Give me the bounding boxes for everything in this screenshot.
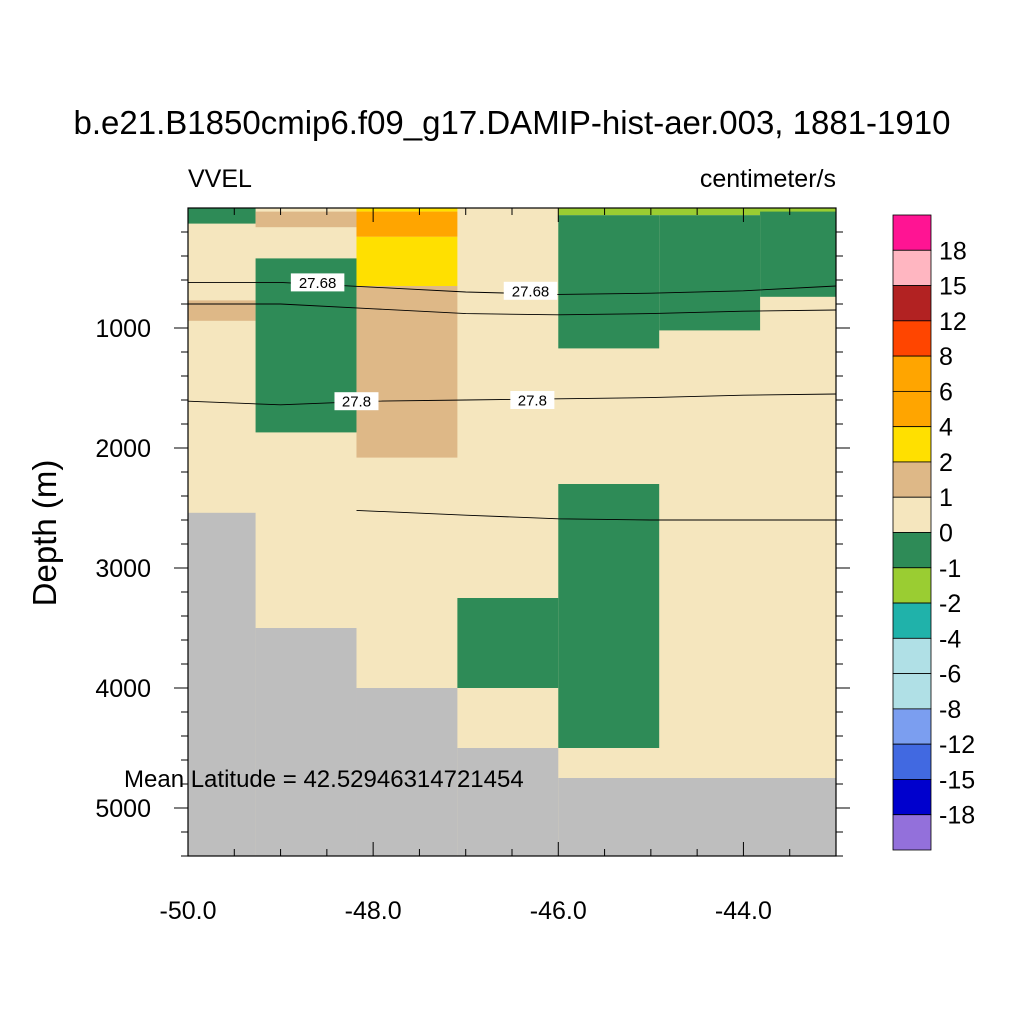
land-mask-block <box>188 512 256 856</box>
colorbar-label: 2 <box>939 449 953 477</box>
y-tick-label: 2000 <box>95 435 151 463</box>
contour-line <box>356 509 836 521</box>
colorbar-swatch <box>892 426 932 463</box>
velocity-block <box>356 211 458 237</box>
x-tick-label: -46.0 <box>530 897 587 925</box>
colorbar-swatch <box>892 461 932 498</box>
colorbar-label: 0 <box>939 520 953 548</box>
land-mask-block <box>558 778 836 856</box>
land-mask-block <box>457 748 559 856</box>
colorbar-swatch <box>892 355 932 392</box>
colorbar-swatch <box>892 496 932 533</box>
variable-label: VVEL <box>188 165 252 193</box>
velocity-block <box>356 208 458 212</box>
contour-line <box>188 303 837 316</box>
colorbar-label: -2 <box>939 590 961 618</box>
colorbar-swatch <box>892 214 932 251</box>
velocity-block <box>457 598 559 688</box>
mean-latitude-annotation: Mean Latitude = 42.52946314721454 <box>124 766 524 793</box>
contour-label-box <box>510 391 555 409</box>
y-tick-label: 5000 <box>95 795 151 823</box>
contour-label: 27.68 <box>299 275 337 292</box>
x-tick-labels: -50.0 -48.0 -46.0 -44.0 <box>160 897 772 925</box>
colorbar-swatch <box>892 532 932 569</box>
y-tick-label: 4000 <box>95 675 151 703</box>
density-contours: 27.68 27.68 27.8 27.8 <box>187 273 837 521</box>
contour-label-box <box>290 273 345 292</box>
plot-area <box>188 208 836 856</box>
contour-label: 27.68 <box>512 283 550 300</box>
colorbar-label: 6 <box>939 378 953 406</box>
y-tick-label: 1000 <box>95 315 151 343</box>
units-label: centimeter/s <box>700 165 836 193</box>
colorbar-label: -15 <box>939 766 975 794</box>
colorbar-swatch <box>892 814 932 851</box>
contour-label: 27.8 <box>342 394 371 411</box>
contour-label-box <box>503 281 558 300</box>
x-tick-label: -50.0 <box>160 897 217 925</box>
land-mask-block <box>356 688 458 856</box>
velocity-block <box>188 300 256 321</box>
colorbar-label: 12 <box>939 308 967 336</box>
velocity-block <box>188 208 256 224</box>
velocity-block <box>558 484 660 748</box>
colorbar-swatch <box>892 708 932 745</box>
colorbar-swatch <box>892 602 932 639</box>
land-mask-block <box>255 628 357 856</box>
velocity-block <box>255 211 357 228</box>
axis-ticks <box>174 208 850 857</box>
colorbar-swatch <box>892 320 932 357</box>
chart-title: b.e21.B1850cmip6.f09_g17.DAMIP-hist-aer.… <box>74 104 951 141</box>
x-tick-label: -44.0 <box>715 897 772 925</box>
colorbar-swatch <box>892 249 932 286</box>
colorbar-swatch <box>892 779 932 816</box>
colorbar-label: 1 <box>939 484 953 512</box>
colorbar-label: 18 <box>939 237 967 265</box>
velocity-block <box>356 236 458 286</box>
colorbar-label: -6 <box>939 661 961 689</box>
velocity-block <box>558 215 660 349</box>
velocity-block <box>760 211 836 297</box>
colorbar-swatch <box>892 743 932 780</box>
y-axis-label: Depth (m) <box>26 460 63 607</box>
colorbar-swatch <box>892 637 932 675</box>
colorbar-label: -18 <box>939 802 975 830</box>
colorbar-label: -12 <box>939 731 975 759</box>
y-tick-label: 3000 <box>95 555 151 583</box>
colorbar-label: 15 <box>939 273 967 301</box>
colorbar-label: -8 <box>939 696 961 724</box>
colorbar-swatch <box>892 390 932 428</box>
colorbar-label: 8 <box>939 343 953 371</box>
y-tick-labels: 1000 2000 3000 4000 5000 <box>95 315 151 823</box>
contour-label-box <box>334 392 379 411</box>
x-tick-label: -48.0 <box>345 897 402 925</box>
colorbar-swatch <box>892 567 932 604</box>
colorbar: 18 15 12 8 6 4 2 1 0 -1 -2 -4 -6 -8 -12 -15 -18 <box>892 214 975 851</box>
colorbar-label: -4 <box>939 625 961 653</box>
colorbar-swatch <box>892 285 932 322</box>
colorbar-label: 4 <box>939 414 953 442</box>
velocity-block <box>356 286 458 458</box>
contour-label: 27.8 <box>518 393 547 410</box>
colorbar-label: -1 <box>939 555 961 583</box>
colorbar-swatch <box>892 673 932 710</box>
